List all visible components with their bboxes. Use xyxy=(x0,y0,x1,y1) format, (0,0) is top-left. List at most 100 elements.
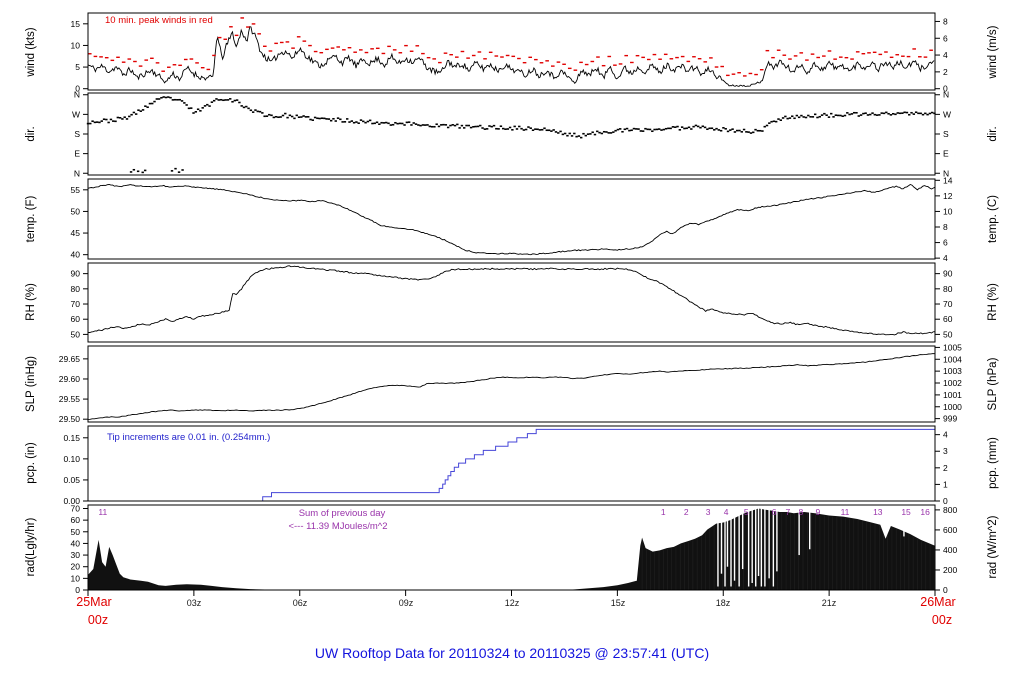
dir-dot xyxy=(724,128,727,130)
peak-dash xyxy=(573,69,578,71)
dir-dot xyxy=(882,112,886,115)
ytick-label: 40 xyxy=(71,250,81,260)
dir-dot xyxy=(905,111,909,114)
dir-dot xyxy=(887,112,890,115)
dir-dot xyxy=(401,122,404,125)
dir-dot xyxy=(866,114,870,116)
peak-dash xyxy=(359,49,363,51)
peak-dash xyxy=(771,56,775,59)
peak-dash xyxy=(788,58,792,60)
dir-dot xyxy=(602,130,606,133)
start-hour-label: 00z xyxy=(87,613,109,627)
dir-dot xyxy=(520,127,523,130)
peak-dash xyxy=(505,54,510,57)
dir-dot xyxy=(355,121,358,123)
series-temp xyxy=(87,183,936,256)
dir-dot xyxy=(852,111,856,114)
peak-dash xyxy=(872,51,877,54)
panel-rh-frame xyxy=(87,262,936,343)
dir-dot xyxy=(398,122,402,125)
peak-dash xyxy=(246,26,250,28)
dir-dot xyxy=(614,129,617,132)
peak-dash xyxy=(726,74,730,77)
ytick-label: 55 xyxy=(71,185,81,195)
dir-dot xyxy=(350,120,354,122)
dir-dot xyxy=(181,169,184,171)
dir-dot xyxy=(839,114,842,117)
dir-dot xyxy=(378,123,381,126)
dir-dot xyxy=(405,121,409,124)
dir-dot xyxy=(926,113,929,116)
panel-dir-frame xyxy=(87,92,936,176)
dir-dot xyxy=(791,115,794,118)
ytick-label: 1003 xyxy=(943,366,962,376)
ytick-label: 70 xyxy=(943,299,953,309)
dir-dot xyxy=(729,129,732,131)
start-date-label: 25Mar xyxy=(76,595,112,609)
dir-dot xyxy=(153,100,156,103)
peak-dash xyxy=(426,56,431,59)
dir-dot xyxy=(263,115,266,118)
ytick-label: 0.05 xyxy=(63,475,80,485)
peak-dash xyxy=(827,50,832,52)
dir-dot xyxy=(683,127,686,130)
dir-dot xyxy=(497,128,500,130)
dir-dot xyxy=(596,130,599,133)
dir-dot xyxy=(472,125,475,128)
dir-dot xyxy=(297,116,301,119)
dir-dot xyxy=(485,128,489,130)
peak-dash xyxy=(742,75,747,77)
peak-dash xyxy=(596,56,600,58)
dir-dot xyxy=(136,170,140,173)
peak-dash xyxy=(167,66,171,68)
dir-dot xyxy=(118,116,122,119)
dir-dot xyxy=(933,112,936,115)
peak-dash xyxy=(336,46,341,48)
dir-dot xyxy=(788,117,792,119)
dir-dot xyxy=(290,115,294,118)
dir-dot xyxy=(170,170,174,172)
dir-dot xyxy=(229,98,232,100)
dir-dot xyxy=(607,132,610,134)
peak-dash xyxy=(127,58,132,60)
dir-dot xyxy=(752,131,755,134)
dir-dot xyxy=(800,114,803,117)
dir-dot xyxy=(151,102,154,105)
dir-dot xyxy=(580,136,583,139)
xtick-12z: 12z xyxy=(504,598,520,608)
dir-dot xyxy=(667,127,670,130)
dir-dot xyxy=(598,131,601,134)
dir-dot xyxy=(873,113,877,116)
dir-dot xyxy=(430,125,434,128)
peak-dash xyxy=(212,54,216,57)
ytick-label: 6 xyxy=(943,238,948,248)
ytick-label: 14 xyxy=(943,175,953,185)
dir-dot xyxy=(504,128,507,131)
ytick-label: 29.65 xyxy=(59,354,81,364)
peak-dash xyxy=(116,56,120,58)
peak-dash xyxy=(731,73,736,75)
dir-dot xyxy=(469,126,473,129)
dir-dot xyxy=(426,124,429,126)
dir-dot xyxy=(476,125,480,128)
dir-dot xyxy=(894,113,897,116)
ytick-label: 80 xyxy=(943,284,953,294)
rad-hour-mark: 13 xyxy=(873,507,883,517)
peak-dash xyxy=(206,68,211,71)
dir-dot xyxy=(208,105,211,107)
dir-dot xyxy=(662,128,665,131)
dir-dot xyxy=(410,124,413,126)
peak-dash xyxy=(550,65,555,67)
ytick-label: 1004 xyxy=(943,354,962,364)
dir-dot xyxy=(699,126,702,129)
peak-dash xyxy=(714,66,719,68)
dir-dot xyxy=(758,129,762,132)
dir-dot xyxy=(226,99,230,101)
ytick-label: N xyxy=(74,90,80,100)
dir-dot xyxy=(552,129,555,131)
dir-dot xyxy=(635,128,638,130)
dir-dot xyxy=(527,126,530,128)
dir-dot xyxy=(809,116,812,118)
dir-dot xyxy=(651,130,654,133)
dir-dot xyxy=(258,110,262,113)
